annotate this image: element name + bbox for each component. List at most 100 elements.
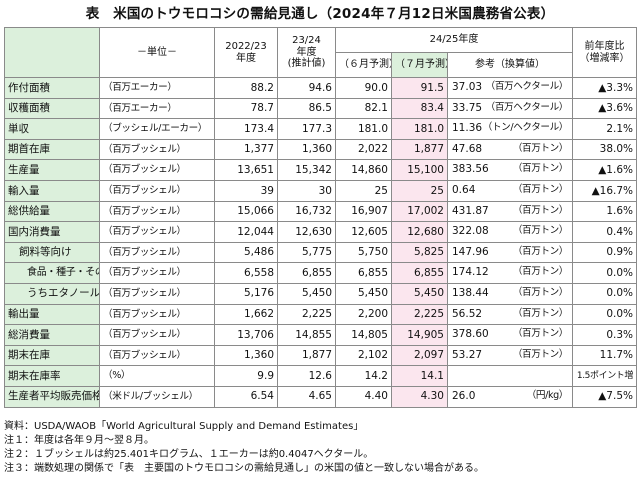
reference-value: 56.52 bbox=[452, 307, 483, 320]
table-row: 生産量 （百万ブッシェル） 13,651 15,342 14,860 15,100 383.… bbox=[4, 159, 637, 181]
value-2023-24: 16,732 bbox=[277, 200, 336, 223]
value-june-forecast: 4.40 bbox=[335, 385, 392, 408]
reference-unit: （百万ヘクタール） bbox=[485, 81, 569, 92]
note-3: 注３：端数処理の関係で「表 主要国のトウモロコシの需給見通し」の米国の値と一致し… bbox=[4, 463, 484, 474]
value-july-forecast: 14,905 bbox=[391, 324, 448, 346]
value-july-forecast: 83.4 bbox=[391, 97, 448, 120]
row-label: 生産量 bbox=[4, 159, 100, 181]
reference-unit: （百万トン） bbox=[512, 204, 569, 216]
row-unit: （百万ブッシェル） bbox=[99, 324, 215, 346]
value-july-forecast: 14.1 bbox=[391, 365, 448, 387]
reference-value: 431.87 bbox=[452, 204, 489, 217]
value-2022-23: 1,662 bbox=[214, 303, 278, 326]
value-reference: 383.56 （百万トン） bbox=[447, 159, 573, 181]
value-yoy: 2.1% bbox=[572, 118, 637, 140]
value-2022-23: 6,558 bbox=[214, 262, 278, 284]
value-june-forecast: 12,605 bbox=[335, 221, 392, 243]
notes: 資料：USDA/WAOB「World Agricultural Supply a… bbox=[4, 420, 484, 476]
value-yoy: 1.5ポイント増 bbox=[572, 365, 637, 387]
header-2022-23: 2022/23 年度 bbox=[214, 27, 278, 78]
value-reference bbox=[447, 365, 573, 387]
value-june-forecast: 14.2 bbox=[335, 365, 392, 387]
row-unit: （百万ブッシェル） bbox=[99, 262, 215, 284]
reference-unit: （百万トン） bbox=[512, 163, 569, 175]
value-2023-24: 14,855 bbox=[277, 324, 336, 346]
value-yoy: 0.4% bbox=[572, 221, 637, 243]
header-yoy: 前年度比 （増減率） bbox=[572, 27, 637, 78]
value-2022-23: 13,651 bbox=[214, 159, 278, 181]
value-reference: 11.36 （トン/ヘクタール） bbox=[447, 118, 573, 140]
note-1: 注１：年度は各年９月～翌８月。 bbox=[4, 435, 154, 446]
supply-demand-table: －単位－ 2022/23 年度 23/24 年度 (推計値) 24/25年度 前… bbox=[4, 27, 637, 408]
value-reference: 37.03 （百万ヘクタール） bbox=[447, 77, 573, 99]
value-yoy: ▲3.3% bbox=[572, 77, 637, 99]
table-row: 総消費量 （百万ブッシェル） 13,706 14,855 14,805 14,905 378… bbox=[4, 324, 637, 346]
value-reference: 33.75 （百万ヘクタール） bbox=[447, 97, 573, 120]
value-2022-23: 13,706 bbox=[214, 324, 278, 346]
value-july-forecast: 2,225 bbox=[391, 303, 448, 326]
header-2023-24: 23/24 年度 (推計値) bbox=[277, 27, 336, 78]
value-june-forecast: 90.0 bbox=[335, 77, 392, 99]
note-2: 注２：１ブッシェルは約25.401キログラム、１エーカーは約0.4047ヘクター… bbox=[4, 449, 374, 460]
header-row-1: －単位－ 2022/23 年度 23/24 年度 (推計値) 24/25年度 前… bbox=[4, 27, 637, 78]
value-reference: 56.52 （百万トン） bbox=[447, 303, 573, 326]
value-reference: 322.08 （百万トン） bbox=[447, 221, 573, 243]
value-july-forecast: 25 bbox=[391, 179, 448, 202]
value-yoy: 38.0% bbox=[572, 138, 637, 161]
reference-value: 37.03 bbox=[452, 81, 483, 93]
value-yoy: ▲1.6% bbox=[572, 159, 637, 181]
value-2023-24: 4.65 bbox=[277, 385, 336, 408]
reference-unit: （百万トン） bbox=[512, 225, 569, 237]
value-june-forecast: 2,022 bbox=[335, 138, 392, 161]
value-yoy: 0.0% bbox=[572, 262, 637, 284]
row-label: 国内消費量 bbox=[4, 221, 100, 243]
reference-unit: （百万トン） bbox=[512, 348, 569, 360]
table-row: うちエタノール向け（百万ブッシェル）5,1765,4505,4505,45013… bbox=[4, 282, 637, 305]
value-2022-23: 1,360 bbox=[214, 344, 278, 367]
value-yoy: 0.3% bbox=[572, 324, 637, 346]
reference-unit: （トン/ヘクタール） bbox=[482, 122, 569, 134]
value-july-forecast: 15,100 bbox=[391, 159, 448, 181]
value-2022-23: 173.4 bbox=[214, 118, 278, 140]
table-row: 総供給量 （百万ブッシェル） 15,066 16,732 16,907 17,002 431… bbox=[4, 200, 637, 223]
reference-value: 53.27 bbox=[452, 348, 483, 361]
reference-value: 33.75 bbox=[452, 101, 483, 114]
value-reference: 431.87 （百万トン） bbox=[447, 200, 573, 223]
value-june-forecast: 5,750 bbox=[335, 241, 392, 264]
header-reference: 参考（換算値） bbox=[447, 52, 573, 78]
value-2023-24: 5,450 bbox=[277, 282, 336, 305]
table-row: 輸出量 （百万ブッシェル） 1,662 2,225 2,200 2,225 56.52 （百万… bbox=[4, 303, 637, 326]
value-yoy: ▲7.5% bbox=[572, 385, 637, 408]
row-unit: （百万ブッシェル） bbox=[99, 282, 215, 305]
reference-unit: （百万トン） bbox=[512, 307, 569, 319]
value-july-forecast: 4.30 bbox=[391, 385, 448, 408]
reference-value: 322.08 bbox=[452, 225, 489, 238]
header-unit: －単位－ bbox=[99, 27, 215, 78]
table-row: 国内消費量 （百万ブッシェル） 12,044 12,630 12,605 12,680 32… bbox=[4, 221, 637, 243]
row-label: 期首在庫 bbox=[4, 138, 100, 161]
table-row: 単収 （ブッシェル/エーカー） 173.4 177.3 181.0 181.0 11.36 （… bbox=[4, 118, 637, 140]
value-2023-24: 94.6 bbox=[277, 77, 336, 99]
value-2023-24: 86.5 bbox=[277, 97, 336, 120]
row-label: 作付面積 bbox=[4, 77, 100, 99]
value-reference: 174.12 （百万トン） bbox=[447, 262, 573, 284]
value-2022-23: 15,066 bbox=[214, 200, 278, 223]
row-unit: （百万エーカー） bbox=[99, 97, 215, 120]
reference-value: 147.96 bbox=[452, 245, 489, 258]
value-yoy: 0.9% bbox=[572, 241, 637, 264]
table-row: 期末在庫 （百万ブッシェル） 1,360 1,877 2,102 2,097 53.27 （百… bbox=[4, 344, 637, 367]
value-june-forecast: 181.0 bbox=[335, 118, 392, 140]
table-row: 作付面積 （百万エーカー） 88.2 94.6 90.0 91.5 37.03 （百万ヘクター… bbox=[4, 77, 637, 99]
reference-value: 174.12 bbox=[452, 266, 489, 279]
value-2023-24: 2,225 bbox=[277, 303, 336, 326]
value-2023-24: 1,360 bbox=[277, 138, 336, 161]
table-title: 表 米国のトウモロコシの需給見通し（2024年７月12日米国農務省公表） bbox=[85, 6, 555, 22]
reference-unit: （円/kg） bbox=[526, 389, 569, 401]
row-label: 期末在庫 bbox=[4, 344, 100, 367]
value-reference: 47.68 （百万トン） bbox=[447, 138, 573, 161]
row-unit: （%） bbox=[99, 365, 215, 387]
table-row: 期首在庫 （百万ブッシェル） 1,377 1,360 2,022 1,877 47.68 （百… bbox=[4, 138, 637, 161]
row-unit: （百万ブッシェル） bbox=[99, 241, 215, 264]
value-july-forecast: 181.0 bbox=[391, 118, 448, 140]
row-unit: （百万ブッシェル） bbox=[99, 138, 215, 161]
